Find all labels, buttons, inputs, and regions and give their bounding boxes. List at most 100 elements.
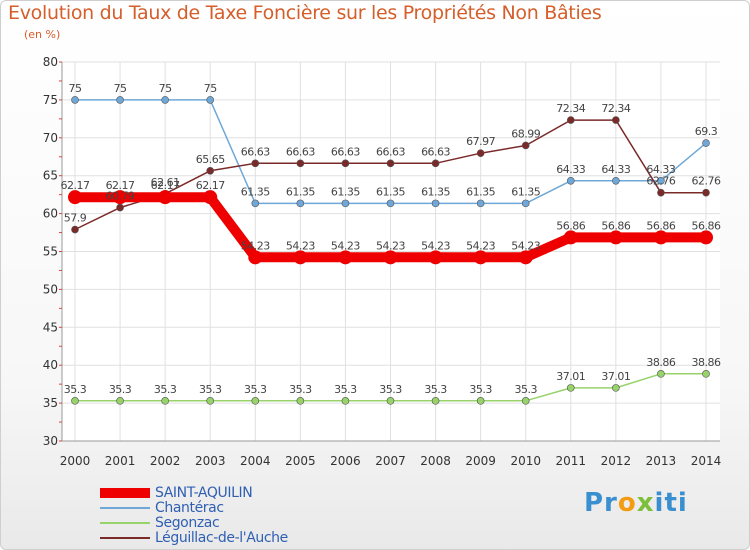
- data-point: [612, 116, 620, 124]
- x-tick-label: 2005: [285, 454, 316, 468]
- data-label: 35.3: [244, 383, 267, 396]
- data-point: [386, 199, 395, 208]
- data-point: [521, 397, 530, 405]
- x-tick-label: 2000: [60, 454, 91, 468]
- data-point: [473, 250, 488, 265]
- data-point: [341, 199, 350, 208]
- legend-label: SAINT-AQUILIN: [155, 485, 253, 501]
- data-point: [699, 230, 713, 245]
- y-tick-label: 45: [43, 320, 58, 334]
- data-label: 67.97: [466, 135, 495, 148]
- data-point: [386, 159, 395, 168]
- data-point: [431, 397, 440, 405]
- data-label: 66.63: [376, 145, 405, 158]
- data-point: [158, 190, 173, 205]
- data-point: [657, 176, 665, 185]
- data-label: 35.3: [469, 383, 492, 396]
- data-label: 66.63: [331, 145, 360, 158]
- data-label: 61.35: [421, 185, 450, 198]
- legend-label: Segonzac: [155, 515, 220, 531]
- data-point: [612, 176, 620, 185]
- data-point: [116, 203, 124, 212]
- data-label: 75: [159, 82, 172, 95]
- data-point: [71, 397, 79, 405]
- data-label: 56.86: [692, 219, 721, 232]
- data-label: 37.01: [556, 370, 585, 383]
- data-label: 69.3: [695, 125, 718, 138]
- data-point: [521, 141, 530, 150]
- data-point: [296, 397, 305, 405]
- data-label: 64.33: [556, 163, 585, 176]
- data-point: [566, 116, 575, 124]
- x-tick-label: 2007: [375, 454, 406, 468]
- data-point: [68, 190, 82, 205]
- x-tick-label: 2009: [465, 454, 496, 468]
- data-label: 75: [69, 82, 82, 95]
- data-point: [657, 188, 665, 197]
- data-point: [293, 250, 308, 265]
- data-point: [566, 176, 575, 185]
- legend-swatch: [100, 537, 150, 539]
- y-tick-label: 35: [43, 396, 58, 410]
- data-label: 68.99: [511, 127, 540, 140]
- data-label: 64.33: [601, 163, 630, 176]
- x-tick-label: 2014: [691, 454, 722, 468]
- x-tick-label: 2012: [601, 454, 632, 468]
- data-label: 54.23: [421, 239, 450, 252]
- data-label: 35.3: [379, 383, 402, 396]
- data-label: 72.34: [601, 102, 630, 115]
- y-tick-label: 50: [43, 282, 58, 296]
- data-label: 65.65: [196, 153, 225, 166]
- data-label: 35.3: [154, 383, 177, 396]
- proxiti-logo: Proxiti: [584, 488, 688, 518]
- data-label: 54.23: [331, 239, 360, 252]
- y-tick-label: 55: [43, 245, 58, 259]
- data-label: 56.86: [556, 219, 585, 232]
- data-point: [206, 166, 215, 175]
- y-tick-label: 75: [43, 93, 58, 107]
- data-point: [341, 397, 350, 405]
- x-tick-label: 2013: [646, 454, 677, 468]
- data-point: [653, 230, 668, 245]
- chart-unit: (en %): [24, 28, 61, 41]
- data-label: 66.63: [286, 145, 315, 158]
- data-point: [518, 250, 533, 265]
- data-point: [116, 397, 124, 405]
- x-tick-label: 2008: [420, 454, 451, 468]
- y-tick-label: 60: [43, 207, 58, 221]
- data-label: 35.3: [289, 383, 312, 396]
- data-point: [702, 139, 710, 147]
- data-label: 61.35: [241, 185, 270, 198]
- data-label: 62.17: [61, 179, 90, 192]
- data-point: [657, 370, 665, 378]
- data-point: [251, 199, 260, 208]
- y-tick-label: 65: [43, 169, 58, 183]
- data-label: 38.86: [692, 356, 721, 369]
- data-label: 62.76: [692, 175, 721, 188]
- data-label: 38.86: [646, 356, 675, 369]
- data-point: [206, 397, 215, 405]
- data-label: 54.23: [241, 239, 270, 252]
- data-point: [383, 250, 398, 265]
- data-label: 35.3: [109, 383, 132, 396]
- data-point: [161, 397, 169, 405]
- data-label: 61.35: [376, 185, 405, 198]
- data-point: [608, 230, 623, 245]
- y-tick-label: 80: [43, 55, 58, 69]
- data-point: [563, 230, 578, 245]
- chart-title: Evolution du Taux de Taxe Foncière sur l…: [8, 2, 602, 24]
- data-point: [71, 96, 79, 104]
- data-point: [113, 190, 128, 205]
- data-point: [431, 199, 440, 208]
- x-tick-label: 2004: [240, 454, 271, 468]
- y-tick-label: 30: [43, 434, 58, 448]
- data-point: [251, 159, 260, 168]
- legend-swatch: [100, 522, 150, 524]
- data-label: 35.3: [199, 383, 222, 396]
- data-point: [476, 199, 485, 208]
- data-point: [251, 397, 260, 405]
- data-label: 54.23: [376, 239, 405, 252]
- data-label: 56.86: [601, 219, 630, 232]
- data-point: [338, 250, 353, 265]
